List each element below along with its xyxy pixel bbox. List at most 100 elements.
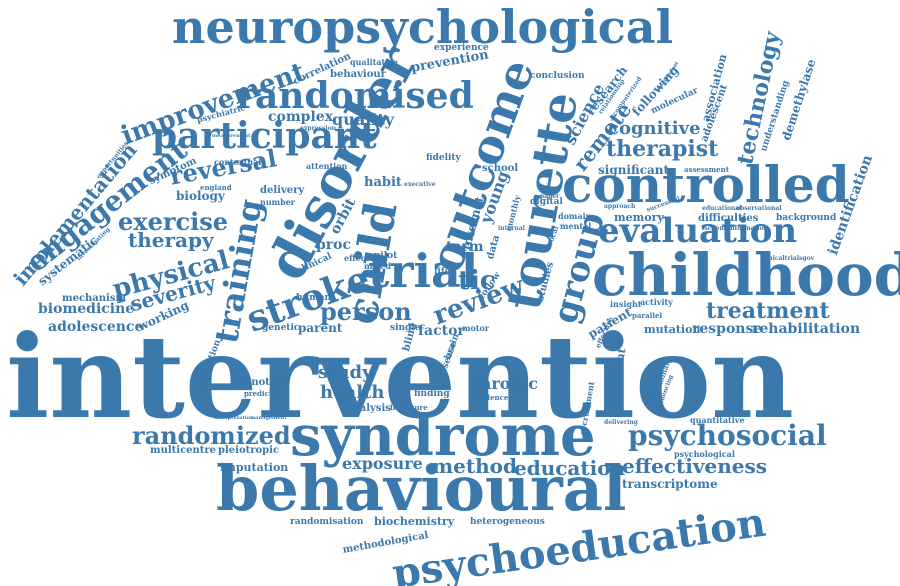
word-approach: approach — [604, 203, 636, 210]
word-person: person — [320, 297, 412, 326]
word-study: study — [318, 362, 373, 383]
word-intervention: intervention — [6, 310, 794, 444]
word-genotype: genotype — [238, 377, 290, 388]
word-mechanism: mechanism — [62, 293, 127, 304]
word-memory: memory — [614, 211, 664, 224]
word-evaluation: evaluation — [598, 211, 798, 251]
word-executive: executive — [404, 181, 436, 188]
word-qualitative: qualitative — [350, 57, 399, 67]
word-contextual: contextual — [214, 157, 262, 167]
word-chronic: chronic — [470, 374, 538, 393]
word-england: england — [200, 183, 232, 192]
word-paper: paper — [540, 193, 560, 200]
word-analysis: analysis — [346, 403, 391, 414]
word-fidelity: fidelity — [426, 153, 461, 163]
word-heterogeneous: heterogeneous — [470, 517, 545, 527]
word-biology: biology — [176, 189, 225, 203]
word-internal: internal — [498, 225, 525, 232]
word-school: school — [482, 163, 519, 174]
word-ischemic: ischemic — [702, 225, 732, 232]
word-information: information — [728, 225, 769, 232]
word-genetic: genetic — [262, 323, 300, 333]
word-multicentre: multicentre — [150, 445, 217, 456]
word-educational: educational — [702, 205, 742, 212]
word-controlled: controlled — [562, 155, 850, 214]
word-behavioural: behavioural — [216, 452, 627, 525]
word-quantitative: quantitative — [690, 415, 745, 425]
word-treatment: treatment — [706, 298, 830, 324]
word-factor: factor — [418, 323, 465, 339]
word-observational: observational — [736, 205, 782, 212]
word-neuropsychological: neuropsychological — [172, 0, 674, 54]
word-delivery: delivery — [260, 185, 305, 196]
word-clinicaltrialsgov: clinicaltrialsgov — [760, 255, 815, 262]
word-measurement: measurement — [212, 133, 251, 139]
word-effect: effect — [344, 253, 370, 263]
word-adolescence: adolescence — [48, 319, 144, 335]
word-habit: habit — [364, 175, 402, 190]
word-parallel: parallel — [632, 311, 663, 320]
word-digital: digital — [530, 197, 563, 207]
word-parent: parent — [298, 321, 343, 335]
word-mixed: mixed — [364, 261, 391, 271]
word-therapy: therapy — [128, 228, 214, 252]
word-psychological: psychological — [674, 449, 735, 459]
word-transcriptome: transcriptome — [622, 477, 718, 491]
word-life: life — [434, 267, 451, 277]
word-term: term — [446, 239, 484, 255]
word-background: background — [776, 213, 837, 223]
word-mutation: mutation — [644, 323, 701, 336]
word-cognitive: cognitive — [608, 118, 701, 139]
word-interpretation: interpretation — [214, 415, 254, 421]
word-imputation: imputation — [220, 461, 289, 474]
word-experience: experience — [434, 43, 489, 53]
word-health: health — [320, 382, 385, 403]
word-tic: tic — [458, 266, 496, 296]
word-method: method — [432, 454, 517, 478]
word-biomedicine: biomedicine — [38, 301, 135, 317]
word-evidence: evidence — [474, 393, 509, 402]
word-domain: domain — [558, 211, 592, 221]
word-rehabilitation: rehabilitation — [752, 321, 861, 337]
word-syndrome: syndrome — [290, 403, 596, 469]
word-psychosocial: psychosocial — [628, 419, 827, 452]
word-complex: complex — [268, 109, 334, 125]
word-conclusion: conclusion — [530, 71, 585, 81]
word-proc: proc — [316, 237, 352, 253]
word-randomized: randomized — [132, 421, 291, 450]
word-randomisation: randomisation — [290, 517, 364, 527]
word-quality: quality — [332, 110, 395, 129]
word-delivering: delivering — [604, 419, 638, 426]
word-randomised: randomised — [236, 75, 474, 117]
word-response: response — [692, 321, 763, 337]
word-participant: participant — [152, 115, 377, 157]
word-effectiveness: effectiveness — [622, 454, 768, 478]
word-significant: significant — [598, 163, 670, 177]
word-activity: activity — [640, 297, 673, 307]
word-motor: motor — [462, 323, 490, 333]
word-childhood: childhood — [592, 241, 900, 309]
word-single: single — [390, 323, 421, 333]
word-management: management — [250, 415, 287, 421]
word-predictor: predictor — [244, 389, 281, 398]
word-finding: finding — [414, 389, 450, 399]
word-number: number — [260, 197, 295, 207]
word-difficulties: difficulties — [698, 213, 759, 224]
word-biochemistry: biochemistry — [374, 515, 455, 528]
word-attention: attention — [306, 161, 348, 171]
word-behaviour: behaviour — [330, 69, 386, 80]
word-literature: literature — [390, 403, 428, 412]
word-exercise: exercise — [118, 207, 229, 236]
word-education: education — [514, 456, 626, 480]
word-pleiotropic: pleiotropic — [218, 445, 280, 456]
word-therapist: therapist — [606, 136, 719, 162]
word-expression: expression — [300, 125, 336, 132]
word-assessment: assessment — [684, 165, 729, 174]
word-pilot: pilot — [374, 251, 398, 261]
word-insight: insight — [610, 299, 642, 309]
word-exposure: exposure — [342, 454, 423, 473]
word-mental: mental — [560, 221, 592, 231]
word-data: data — [485, 234, 503, 261]
word-human: human — [296, 293, 331, 303]
